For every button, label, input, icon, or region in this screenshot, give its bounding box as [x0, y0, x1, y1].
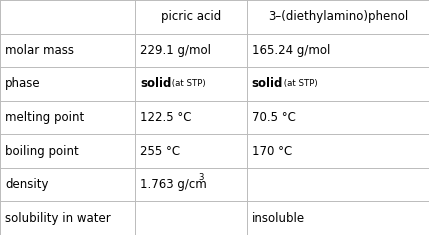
Text: 3: 3 — [198, 173, 204, 182]
Text: solubility in water: solubility in water — [5, 212, 111, 225]
Text: molar mass: molar mass — [5, 44, 74, 57]
Text: 3–(diethylamino)phenol: 3–(diethylamino)phenol — [268, 10, 408, 23]
Text: insoluble: insoluble — [252, 212, 305, 225]
Text: solid: solid — [140, 77, 172, 90]
Text: melting point: melting point — [5, 111, 85, 124]
Text: boiling point: boiling point — [5, 145, 79, 158]
Text: solid: solid — [252, 77, 283, 90]
Text: 70.5 °C: 70.5 °C — [252, 111, 296, 124]
Text: 255 °C: 255 °C — [140, 145, 181, 158]
Text: (at STP): (at STP) — [281, 79, 317, 88]
Text: phase: phase — [5, 77, 41, 90]
Text: (at STP): (at STP) — [169, 79, 206, 88]
Text: 122.5 °C: 122.5 °C — [140, 111, 192, 124]
Text: 170 °C: 170 °C — [252, 145, 292, 158]
Text: 165.24 g/mol: 165.24 g/mol — [252, 44, 330, 57]
Text: density: density — [5, 178, 48, 191]
Text: 1.763 g/cm: 1.763 g/cm — [140, 178, 207, 191]
Text: picric acid: picric acid — [161, 10, 221, 23]
Text: 229.1 g/mol: 229.1 g/mol — [140, 44, 211, 57]
